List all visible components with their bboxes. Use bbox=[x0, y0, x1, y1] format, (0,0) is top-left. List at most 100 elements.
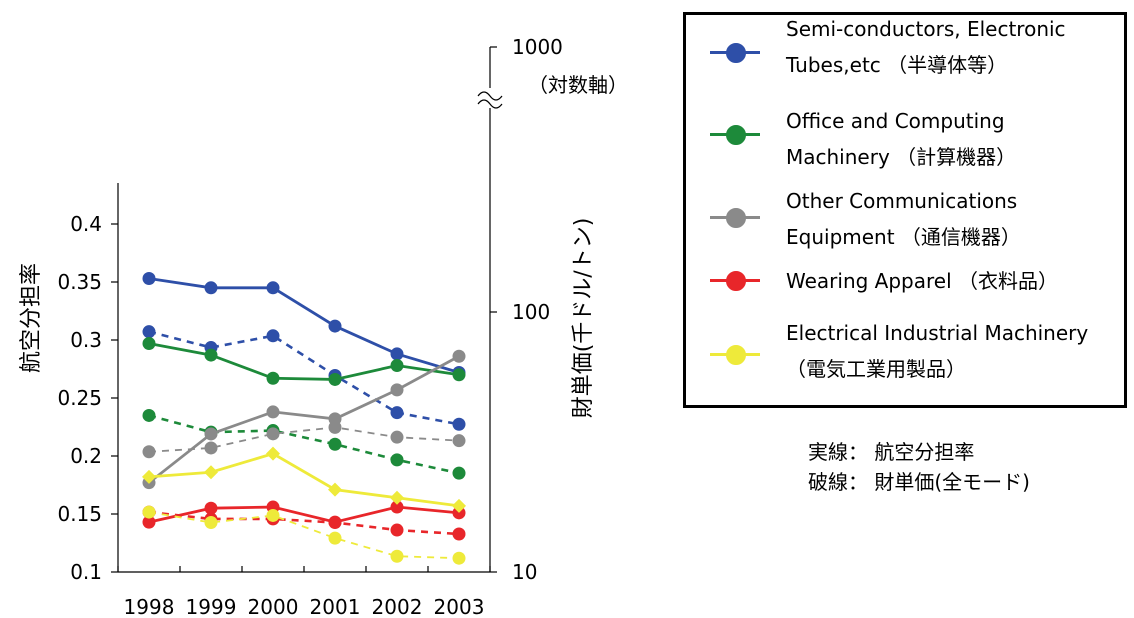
solid-point bbox=[390, 490, 404, 505]
solid-point bbox=[204, 501, 218, 515]
dashed-point bbox=[452, 551, 466, 565]
tick-labels: 0.1 0.15 0.2 0.25 0.3 0.35 0.4 1998 1999 2000 2001… bbox=[57, 35, 562, 618]
series-solid-line bbox=[148, 452, 460, 508]
dashed-point bbox=[390, 453, 404, 467]
chart: 0.1 0.15 0.2 0.25 0.3 0.35 0.4 1998 1999 2000 2001… bbox=[19, 35, 628, 618]
dashed-point bbox=[390, 523, 404, 537]
dashed-point bbox=[142, 505, 156, 519]
solid-point bbox=[452, 498, 466, 513]
solid-point bbox=[204, 281, 218, 295]
series-solid-line bbox=[148, 342, 460, 381]
legend-label: Electrical Industrial Machinery bbox=[786, 321, 1089, 345]
series-2 bbox=[142, 349, 466, 490]
left-tick-label: 0.35 bbox=[57, 270, 102, 294]
dashed-point bbox=[142, 445, 156, 459]
x-tick-label: 2003 bbox=[434, 595, 485, 618]
note-dashed: 破線： 財単価(全モード) bbox=[808, 470, 1030, 494]
left-tick-label: 0.15 bbox=[57, 502, 102, 526]
left-tick-label: 0.1 bbox=[70, 560, 102, 584]
left-tick-label: 0.2 bbox=[70, 444, 102, 468]
dashed-point bbox=[266, 427, 280, 441]
legend-marker bbox=[726, 345, 746, 365]
solid-point bbox=[142, 336, 156, 350]
axis-break-mark bbox=[477, 99, 503, 109]
legend-marker bbox=[726, 43, 746, 63]
series-dashed-line bbox=[148, 426, 460, 453]
note-solid: 実線： 航空分担率 bbox=[808, 440, 975, 464]
dashed-point bbox=[204, 441, 218, 455]
legend-marker bbox=[726, 125, 746, 145]
solid-point bbox=[142, 272, 156, 286]
dashed-point bbox=[452, 466, 466, 480]
solid-point bbox=[328, 482, 342, 497]
dashed-point bbox=[266, 508, 280, 522]
legend-label: （電気工業用製品） bbox=[786, 357, 966, 381]
dashed-point bbox=[142, 325, 156, 339]
solid-point bbox=[390, 359, 404, 373]
solid-point bbox=[390, 383, 404, 397]
legend-swatch bbox=[710, 271, 760, 291]
solid-point bbox=[452, 349, 466, 363]
dashed-point bbox=[204, 516, 218, 530]
series-dashed-line bbox=[148, 511, 460, 560]
solid-point bbox=[390, 500, 404, 514]
solid-point bbox=[204, 427, 218, 441]
left-tick-label: 0.3 bbox=[70, 328, 102, 352]
series-solid-line bbox=[148, 277, 460, 374]
dashed-point bbox=[452, 417, 466, 431]
solid-point bbox=[142, 469, 156, 484]
legend-label: Office and Computing bbox=[786, 109, 1005, 133]
right-tick-label: 1000 bbox=[512, 35, 563, 59]
axes bbox=[111, 46, 503, 573]
legend-label: Tubes,etc （半導体等） bbox=[786, 53, 1008, 77]
series-3 bbox=[142, 500, 466, 541]
x-tick-label: 1999 bbox=[186, 595, 237, 618]
left-tick-label: 0.25 bbox=[57, 386, 102, 410]
legend-label: Machinery （計算機器） bbox=[786, 145, 1017, 169]
legend-marker bbox=[726, 271, 746, 291]
legend-label: Wearing Apparel （衣料品） bbox=[786, 269, 1059, 293]
series-solid-line bbox=[148, 505, 460, 524]
right-tick-label: 10 bbox=[512, 560, 537, 584]
legend-swatch bbox=[710, 345, 760, 365]
legend-label: Other Communications bbox=[786, 189, 1018, 213]
dashed-point bbox=[390, 430, 404, 444]
solid-point bbox=[390, 347, 404, 361]
right-tick-label: 100 bbox=[512, 300, 550, 324]
x-tick-label: 1998 bbox=[124, 595, 175, 618]
solid-point bbox=[204, 348, 218, 362]
solid-point bbox=[328, 412, 342, 426]
x-tick-label: 2000 bbox=[248, 595, 299, 618]
series-dashed-line bbox=[148, 414, 460, 475]
dashed-point bbox=[390, 549, 404, 563]
solid-point bbox=[266, 371, 280, 385]
legend-swatch bbox=[710, 125, 760, 145]
dashed-point bbox=[142, 408, 156, 422]
solid-point bbox=[266, 281, 280, 295]
dashed-point bbox=[266, 329, 280, 343]
dashed-point bbox=[390, 406, 404, 420]
log-axis-note: （対数軸） bbox=[528, 73, 628, 97]
x-tick-label: 2002 bbox=[372, 595, 423, 618]
solid-point bbox=[452, 368, 466, 382]
solid-point bbox=[204, 465, 218, 480]
legend-label: Equipment （通信機器） bbox=[786, 225, 1021, 249]
solid-point bbox=[266, 446, 280, 461]
solid-point bbox=[328, 319, 342, 333]
series-dashed-line bbox=[148, 330, 460, 426]
series-layer bbox=[142, 272, 466, 565]
axis-break-mark bbox=[477, 91, 503, 101]
dashed-point bbox=[452, 434, 466, 448]
legend: Semi-conductors, Electronic Tubes,etc （半導… bbox=[683, 12, 1127, 408]
dashed-point bbox=[452, 527, 466, 541]
series-4 bbox=[142, 446, 466, 565]
right-axis-title: 財単価(千ドル/トン) bbox=[571, 218, 596, 419]
solid-point bbox=[328, 515, 342, 529]
series-solid-line bbox=[148, 355, 460, 484]
series-1 bbox=[142, 336, 466, 480]
legend-marker bbox=[726, 208, 746, 228]
legend-swatch bbox=[710, 208, 760, 228]
solid-point bbox=[142, 515, 156, 529]
dashed-point bbox=[328, 531, 342, 545]
x-tick-label: 2001 bbox=[310, 595, 361, 618]
